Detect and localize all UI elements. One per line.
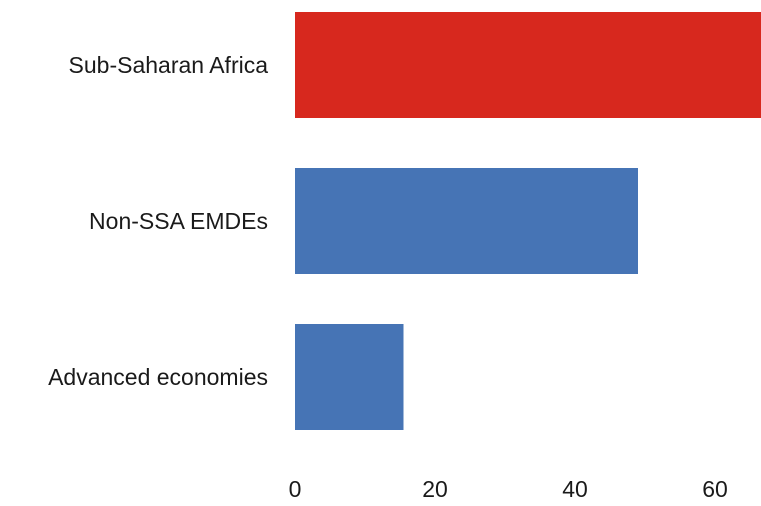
x-axis-tick-labels: 0 20 40 60 — [289, 476, 728, 502]
bars-layer — [295, 12, 761, 430]
bar-sub-saharan-africa — [295, 12, 761, 118]
category-label-sub-saharan-africa: Sub-Saharan Africa — [69, 52, 269, 78]
bar-non-ssa-emdes — [295, 168, 638, 274]
x-tick-label-60: 60 — [702, 476, 728, 502]
x-tick-label-0: 0 — [289, 476, 302, 502]
category-labels: Sub-Saharan Africa Non-SSA EMDEs Advanced … — [48, 52, 268, 390]
x-tick-label-20: 20 — [422, 476, 448, 502]
x-tick-label-40: 40 — [562, 476, 588, 502]
category-label-advanced-economies: Advanced economies — [48, 364, 268, 390]
bar-advanced-economies — [295, 324, 404, 430]
category-label-non-ssa-emdes: Non-SSA EMDEs — [89, 208, 268, 234]
